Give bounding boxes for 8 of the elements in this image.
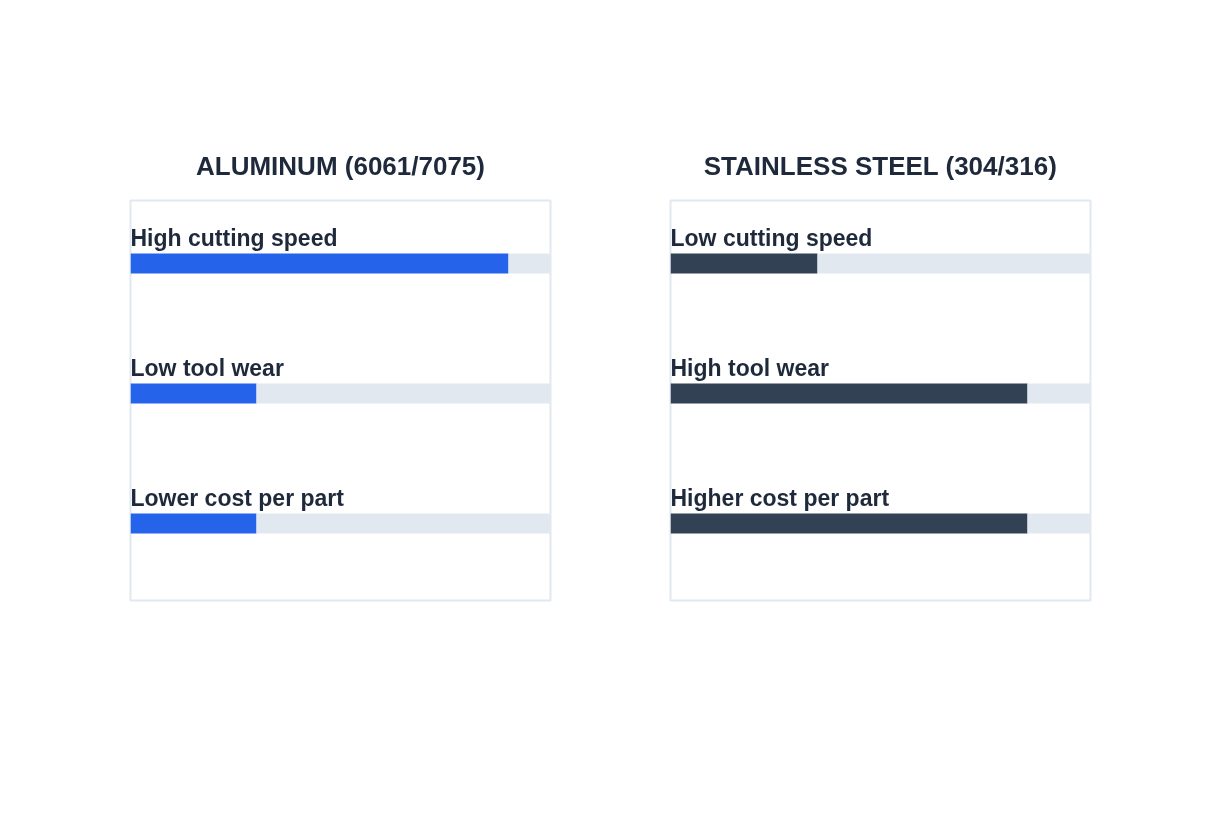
chart-title: STAINLESS STEEL (304/316): [703, 150, 1057, 181]
y-tick-label: High tool wear: [670, 354, 829, 381]
y-tick-label: Higher cost per part: [670, 484, 890, 511]
y-tick-label: Low tool wear: [130, 354, 284, 381]
y-tick-label: Lower cost per part: [130, 484, 345, 511]
y-tick-label: Low cutting speed: [670, 224, 873, 251]
chart-title: ALUMINUM (6061/7075): [196, 150, 485, 181]
y-tick-label: High cutting speed: [130, 224, 338, 251]
